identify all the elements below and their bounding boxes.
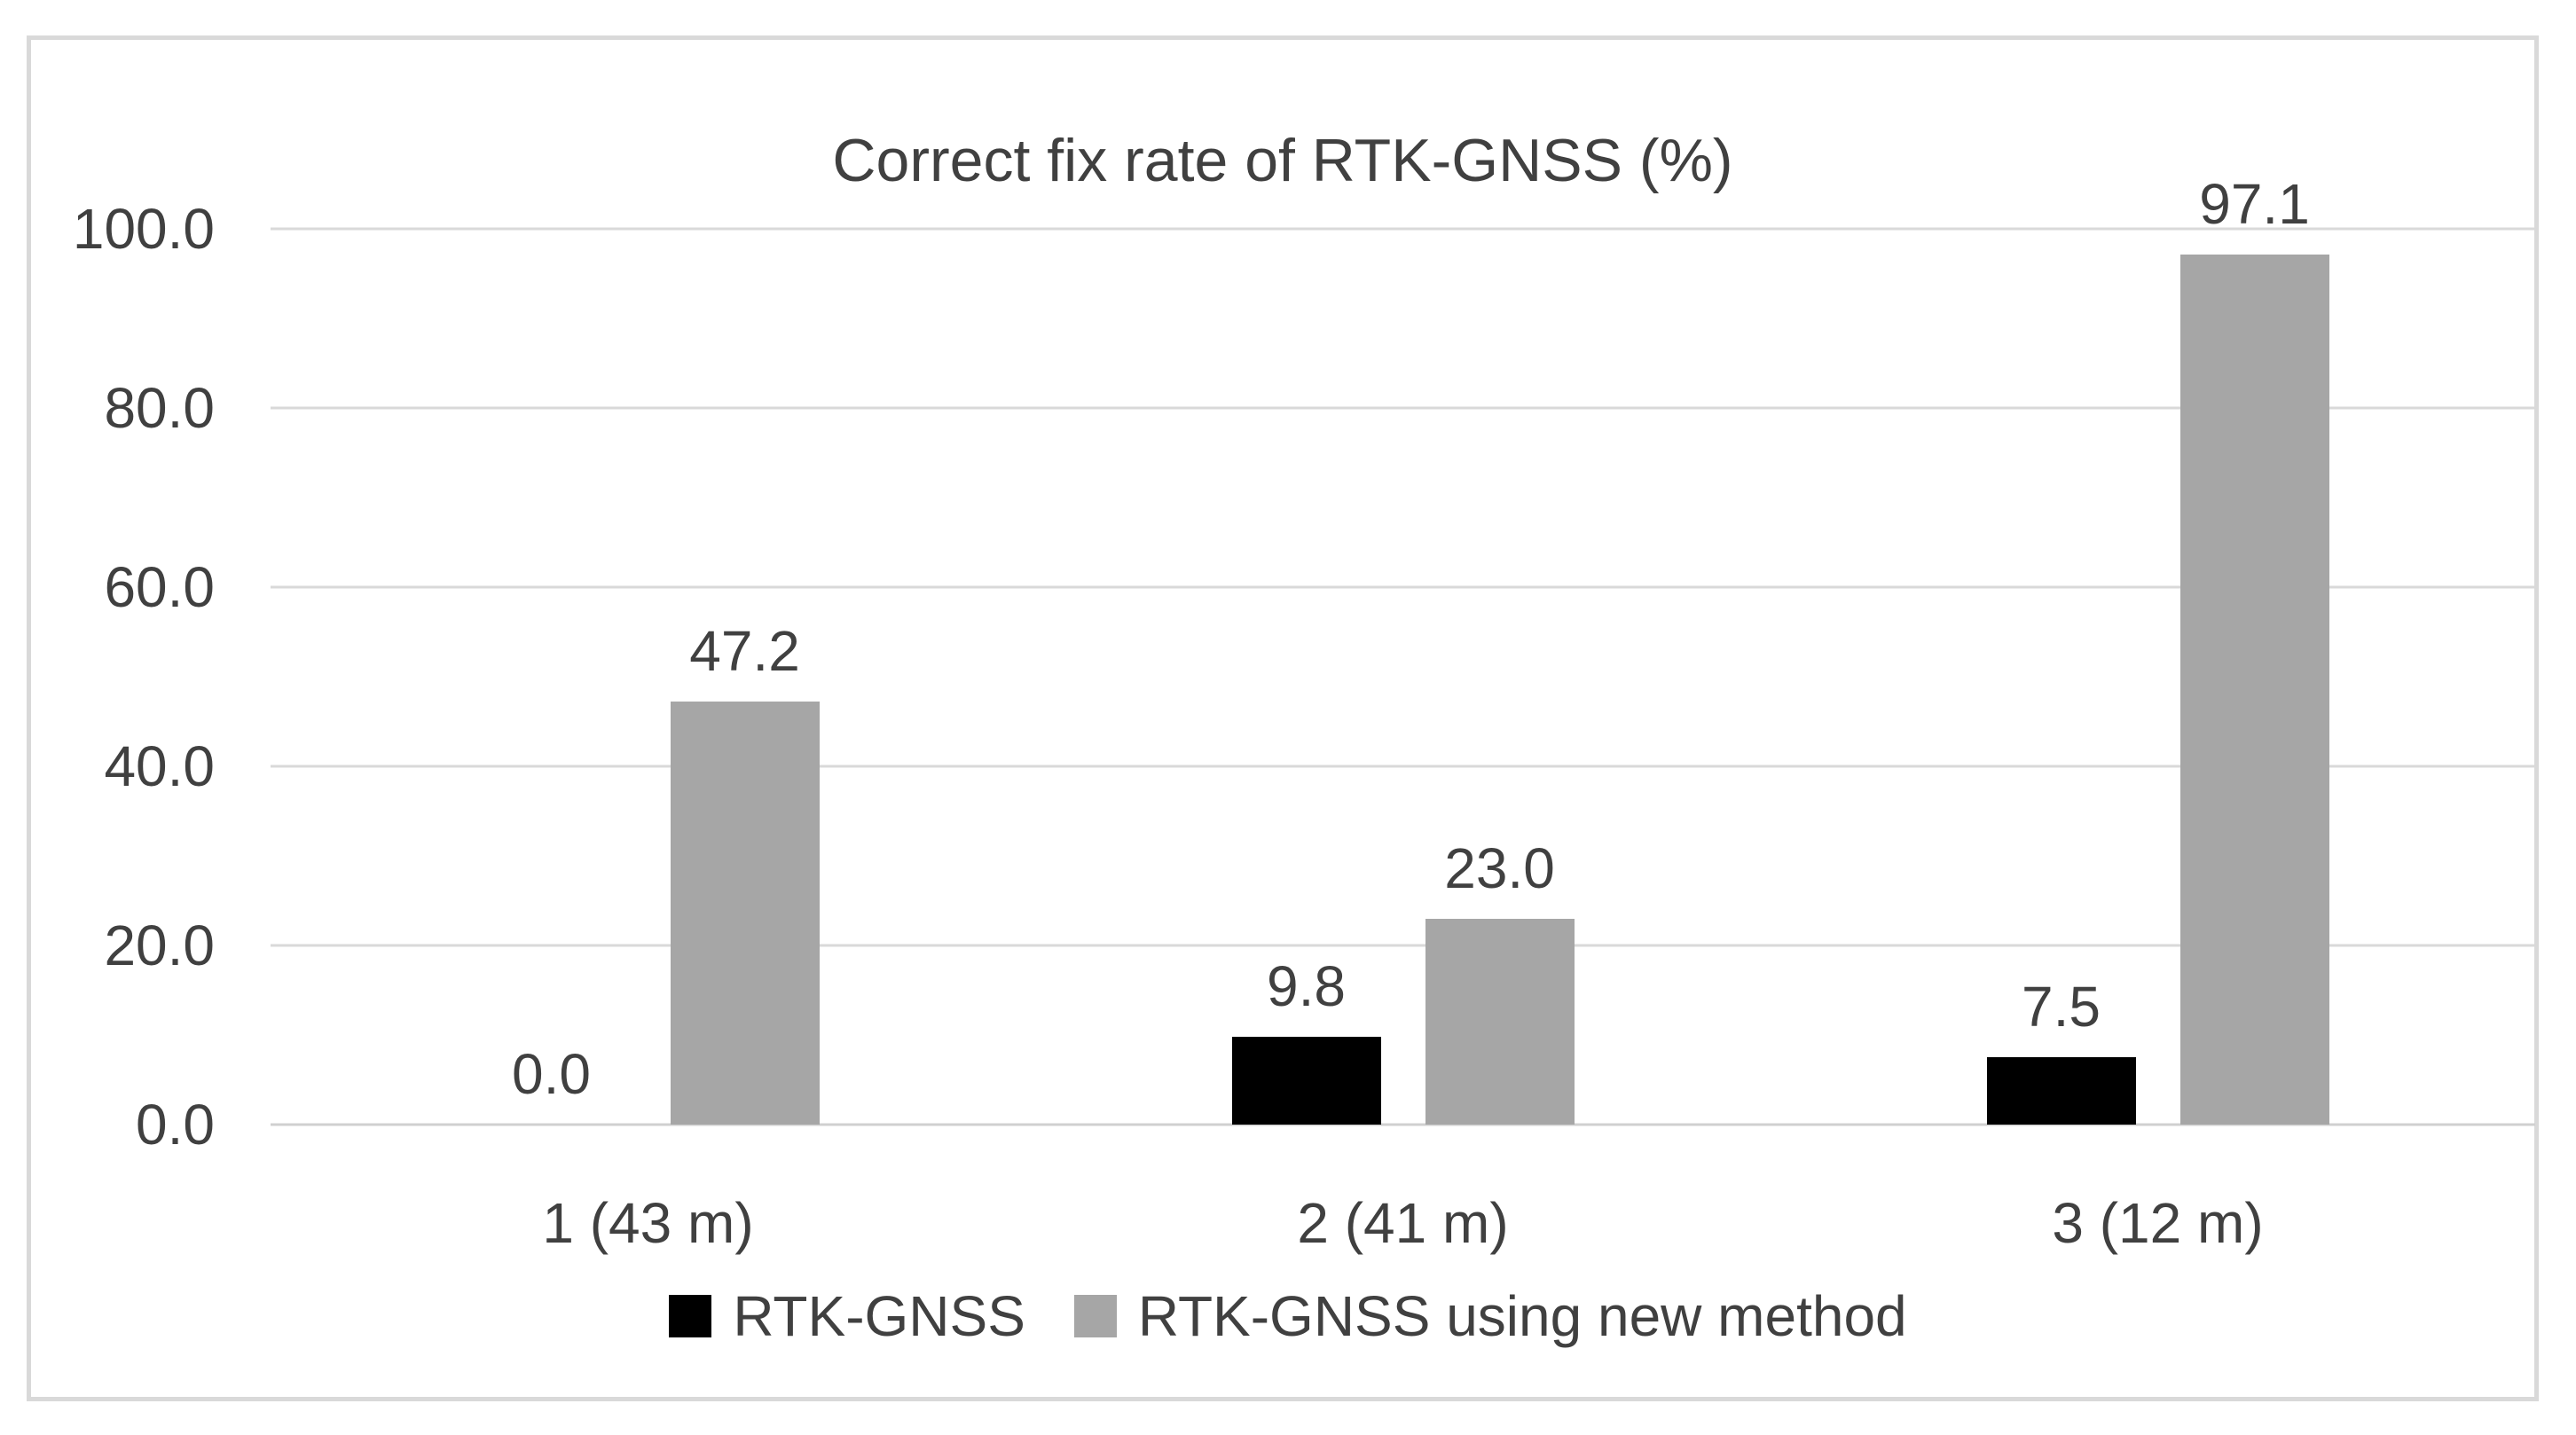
bar [670, 702, 820, 1125]
bar-slot: 47.2 [670, 229, 820, 1125]
bar [1986, 1057, 2136, 1125]
legend-swatch [669, 1295, 712, 1337]
x-axis-category-label: 2 (41 m) [1297, 1191, 1509, 1255]
bar-value-label: 9.8 [1267, 954, 1346, 1019]
legend-item: RTK-GNSS using new method [1073, 1284, 1907, 1348]
bar [2179, 255, 2329, 1125]
bar-group: 0.0 47.2 1 (43 m) [271, 229, 1025, 1255]
bar-value-label: 23.0 [1444, 835, 1555, 900]
legend-swatch [1073, 1295, 1117, 1337]
gridline [271, 227, 2535, 231]
y-axis-tick-label: 60.0 [104, 555, 215, 619]
y-axis: 0.0 20.0 40.0 60.0 80.0 100.0 [27, 200, 215, 1153]
y-axis-tick-label: 20.0 [104, 914, 215, 977]
bar [1231, 1037, 1381, 1125]
legend-label: RTK-GNSS using new method [1137, 1284, 1907, 1348]
bar-value-label: 47.2 [689, 619, 800, 684]
y-axis-tick-label: 100.0 [72, 197, 215, 261]
chart-title: Correct fix rate of RTK-GNSS (%) [832, 127, 1733, 194]
y-axis-tick-label: 0.0 [136, 1093, 215, 1157]
bar-groups: 0.0 47.2 1 (43 m) 9.8 23.0 2 (41 m) 7.5 97.1 3 (… [271, 176, 2535, 1255]
x-axis-category-label: 1 (43 m) [542, 1191, 754, 1255]
bar-slot: 97.1 [2179, 176, 2329, 1125]
bar-value-label: 0.0 [512, 1042, 591, 1106]
bar-value-label: 7.5 [2022, 975, 2101, 1039]
y-axis-tick-label: 80.0 [104, 376, 215, 440]
gridline [271, 406, 2535, 410]
legend-item: RTK-GNSS [669, 1284, 1025, 1348]
legend: RTK-GNSS RTK-GNSS using new method [0, 1284, 2576, 1348]
legend-label: RTK-GNSS [733, 1284, 1025, 1348]
gridline [271, 585, 2535, 589]
bar-slot: 0.0 [477, 229, 626, 1125]
gridline [271, 944, 2535, 947]
bar-slot: 7.5 [1986, 229, 2136, 1125]
bar-group: 7.5 97.1 3 (12 m) [1780, 176, 2535, 1255]
bar-value-label: 97.1 [2199, 172, 2310, 237]
bar-group: 9.8 23.0 2 (41 m) [1025, 229, 1780, 1255]
bar-slot: 23.0 [1425, 229, 1575, 1125]
chart-frame: Correct fix rate of RTK-GNSS (%) [27, 35, 2539, 1401]
y-axis-tick-label: 40.0 [104, 734, 215, 798]
plot-area: 0.0 47.2 1 (43 m) 9.8 23.0 2 (41 m) 7.5 97.1 3 (… [271, 176, 2535, 1255]
bar [1425, 918, 1575, 1125]
gridline [271, 765, 2535, 768]
bar-slot: 9.8 [1231, 229, 1381, 1125]
x-axis-line [271, 1123, 2535, 1126]
x-axis-category-label: 3 (12 m) [2052, 1191, 2264, 1255]
